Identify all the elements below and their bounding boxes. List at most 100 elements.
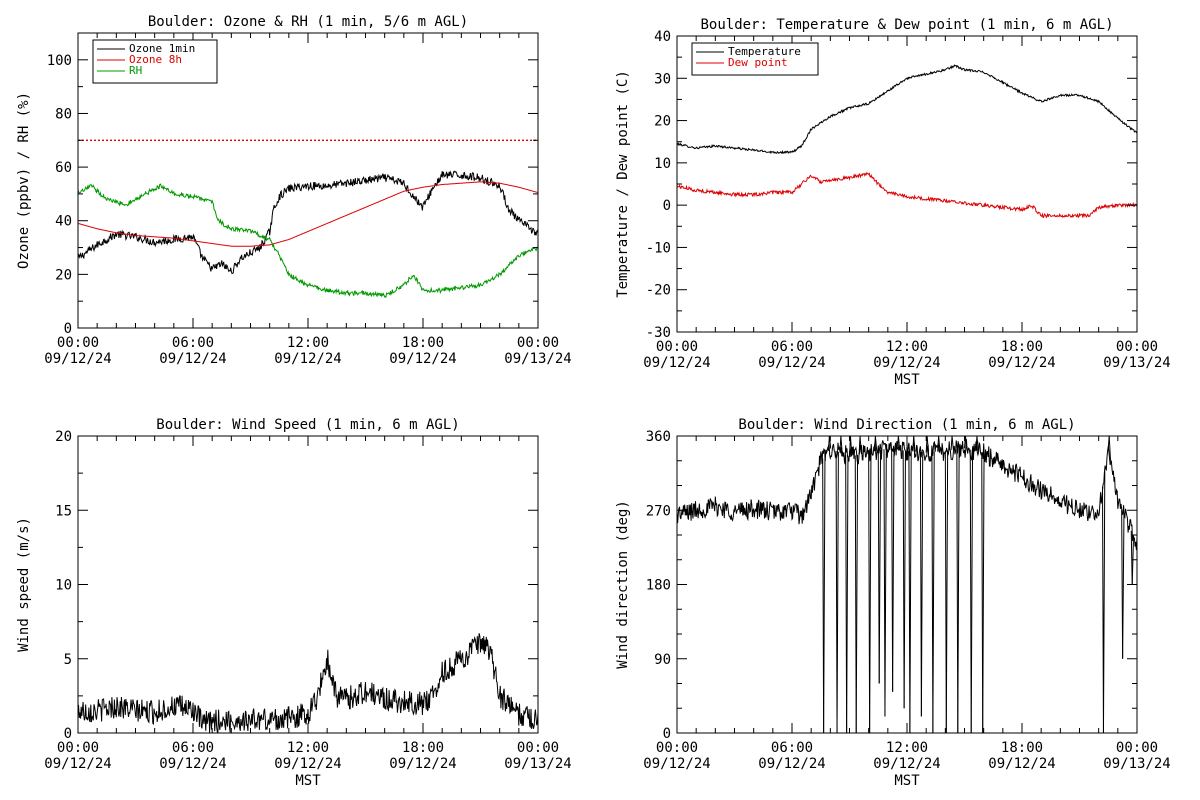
ozone-rh-legend-label: Ozone 8h: [129, 53, 182, 66]
wind-direction-xtick-date: 09/12/24: [758, 756, 825, 772]
temp-dew-ytick-label: 30: [654, 71, 671, 87]
wind-speed-xtick-date: 09/12/24: [389, 756, 456, 772]
wind-speed-panel: Boulder: Wind Speed (1 min, 6 m AGL) 0 5 10…: [16, 417, 572, 789]
wind-direction-wrap-spike: [869, 452, 872, 733]
wind-direction-wrap-spike: [855, 454, 859, 733]
wind-direction-wrap-spike: [909, 451, 912, 733]
wind-direction-xlabel: MST: [894, 773, 920, 789]
ozone-rh-series-ozone-8h: [78, 181, 538, 247]
wind-speed-xtick-label: 00:00: [517, 740, 559, 756]
wind-direction-wrap-spike: [945, 450, 949, 733]
wind-direction-wrap-spike: [976, 436, 979, 452]
ozone-rh-series-rh: [78, 183, 538, 299]
wind-direction-ytick-label: 0: [663, 726, 671, 742]
wind-speed-xtick-date: 09/13/24: [504, 756, 571, 772]
wind-direction-wrap-spike: [874, 436, 878, 451]
wind-direction-wrap-spike: [836, 451, 839, 733]
ozone-rh-xtick-label: 18:00: [402, 335, 444, 351]
ozone-rh-ytick-label: 40: [55, 214, 72, 230]
wind-speed-xlabel: MST: [295, 773, 321, 789]
temp-dew-xtick-date: 09/12/24: [873, 355, 940, 371]
wind-direction-xtick-date: 09/12/24: [988, 756, 1055, 772]
ozone-rh-legend-label: Ozone 1min: [129, 42, 195, 55]
wind-direction-wrap-spike: [859, 436, 862, 455]
wind-direction-panel: Boulder: Wind Direction (1 min, 6 m AGL)…: [615, 417, 1171, 789]
wind-direction-xtick-label: 18:00: [1001, 740, 1043, 756]
ozone-rh-ytick-label: 80: [55, 106, 72, 122]
temp-dew-ytick-label: -20: [646, 283, 671, 299]
wind-direction-wrap-spike: [878, 449, 882, 684]
ozone-rh-ytick-label: 0: [64, 321, 72, 337]
wind-direction-title: Boulder: Wind Direction (1 min, 6 m AGL): [738, 417, 1075, 433]
temp-dew-legend-label: Temperature: [728, 45, 801, 58]
wind-direction-wrap-spike: [964, 436, 968, 449]
wind-direction-wrap-spike: [913, 436, 916, 452]
temp-dew-plot-area: [677, 64, 1137, 219]
wind-direction-wrap-spike: [892, 449, 895, 692]
ozone-rh-xtick-date: 09/12/24: [159, 351, 226, 367]
wind-speed-ytick-label: 0: [64, 726, 72, 742]
temp-dew-xtick-date: 09/12/24: [643, 355, 710, 371]
wind-speed-plot-area: [78, 633, 538, 733]
ozone-rh-ytick-label: 100: [47, 53, 72, 69]
ozone-rh-panel: Boulder: Ozone & RH (1 min, 5/6 m AGL) 0 2…: [16, 14, 572, 367]
wind-direction-wrap-spike: [884, 448, 887, 717]
wind-direction-xtick-label: 06:00: [771, 740, 813, 756]
wind-direction-xtick-date: 09/13/24: [1103, 756, 1170, 772]
temp-dew-xtick-date: 09/12/24: [758, 355, 825, 371]
ozone-rh-xtick-label: 00:00: [57, 335, 99, 351]
wind-speed-title: Boulder: Wind Speed (1 min, 6 m AGL): [156, 417, 459, 433]
ozone-rh-xtick-date: 09/13/24: [504, 351, 571, 367]
ozone-rh-xtick-label: 00:00: [517, 335, 559, 351]
wind-direction-series-line: [677, 439, 1137, 551]
wind-direction-wrap-spike: [932, 451, 935, 733]
wind-speed-ytick-label: 10: [55, 578, 72, 594]
temp-dew-xtick-label: 06:00: [771, 339, 813, 355]
wind-speed-xtick-date: 09/12/24: [44, 756, 111, 772]
wind-direction-wrap-spike: [920, 452, 924, 717]
temp-dew-ytick-label: 20: [654, 114, 671, 130]
wind-direction-plot-area: [677, 436, 1137, 733]
wind-speed-ytick-label: 15: [55, 503, 72, 519]
temp-dew-ytick-label: 40: [654, 29, 671, 45]
temp-dew-xtick-date: 09/12/24: [988, 355, 1055, 371]
temp-dew-xtick-date: 09/13/24: [1103, 355, 1170, 371]
wind-direction-wrap-spike: [982, 452, 985, 733]
wind-direction-wrap-spike: [846, 455, 849, 733]
wind-speed-ylabel: Wind speed (m/s): [16, 517, 32, 652]
wind-direction-wrap-spike: [823, 455, 826, 733]
wind-speed-xtick-label: 18:00: [402, 740, 444, 756]
wind-direction-wrap-spike: [1122, 515, 1125, 659]
wind-direction-ytick-label: 270: [646, 503, 671, 519]
temp-dew-series-temperature: [677, 64, 1137, 155]
temp-dew-axes-box: [676, 35, 1138, 333]
wind-direction-ytick-label: 180: [646, 578, 671, 594]
temp-dew-panel: Boulder: Temperature & Dew point (1 min,…: [615, 17, 1171, 388]
wind-direction-ytick-label: 90: [654, 652, 671, 668]
temp-dew-title: Boulder: Temperature & Dew point (1 min,…: [700, 17, 1113, 33]
ozone-rh-ytick-label: 20: [55, 267, 72, 283]
temp-dew-legend-box: [691, 42, 819, 76]
temp-dew-legend-label: Dew point: [728, 56, 788, 69]
wind-direction-ylabel: Wind direction (deg): [615, 500, 631, 669]
wind-direction-wrap-spike: [970, 450, 974, 733]
temp-dew-ytick-label: 0: [663, 198, 671, 214]
wind-speed-xtick-label: 12:00: [287, 740, 329, 756]
wind-direction-xtick-label: 00:00: [1116, 740, 1158, 756]
ozone-rh-xtick-date: 09/12/24: [389, 351, 456, 367]
wind-direction-wrap-spike: [1108, 436, 1112, 462]
wind-speed-xtick-date: 09/12/24: [274, 756, 341, 772]
wind-speed-ytick-label: 20: [55, 429, 72, 445]
ozone-rh-xtick-date: 09/12/24: [44, 351, 111, 367]
wind-direction-wrap-spike: [1102, 471, 1106, 733]
wind-direction-wrap-spike: [828, 436, 832, 449]
ozone-rh-xtick-label: 12:00: [287, 335, 329, 351]
wind-direction-wrap-spike: [903, 450, 906, 709]
ozone-rh-legend-label: RH: [129, 64, 142, 77]
wind-speed-xtick-date: 09/12/24: [159, 756, 226, 772]
temp-dew-ytick-label: -30: [646, 325, 671, 341]
wind-direction-axes-box: [676, 435, 1138, 734]
ozone-rh-ytick-label: 60: [55, 160, 72, 176]
